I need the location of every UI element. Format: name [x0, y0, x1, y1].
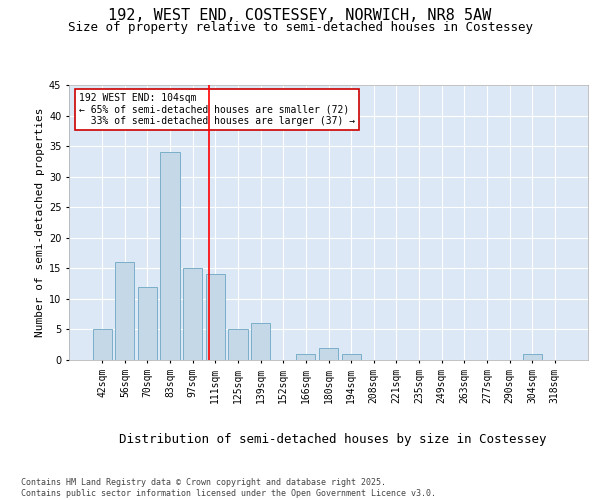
Bar [296, 354, 316, 360]
Text: Contains HM Land Registry data © Crown copyright and database right 2025.
Contai: Contains HM Land Registry data © Crown c… [21, 478, 436, 498]
Bar [92, 330, 112, 360]
Text: Distribution of semi-detached houses by size in Costessey: Distribution of semi-detached houses by … [119, 432, 547, 446]
Text: Size of property relative to semi-detached houses in Costessey: Size of property relative to semi-detach… [67, 21, 533, 34]
Bar [523, 354, 542, 360]
Bar [138, 286, 157, 360]
Y-axis label: Number of semi-detached properties: Number of semi-detached properties [35, 108, 44, 337]
Text: 192, WEST END, COSTESSEY, NORWICH, NR8 5AW: 192, WEST END, COSTESSEY, NORWICH, NR8 5… [109, 8, 491, 22]
Bar [319, 348, 338, 360]
Bar [229, 330, 248, 360]
Bar [206, 274, 225, 360]
Bar [115, 262, 134, 360]
Bar [183, 268, 202, 360]
Bar [160, 152, 180, 360]
Text: 192 WEST END: 104sqm
← 65% of semi-detached houses are smaller (72)
  33% of sem: 192 WEST END: 104sqm ← 65% of semi-detac… [79, 93, 356, 126]
Bar [251, 324, 270, 360]
Bar [341, 354, 361, 360]
